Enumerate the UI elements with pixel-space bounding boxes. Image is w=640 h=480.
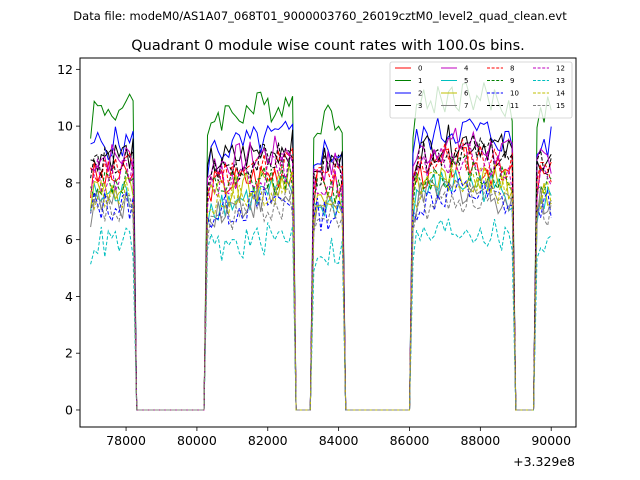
series-line-13 xyxy=(90,218,552,411)
x-tick-label: 88000 xyxy=(460,433,500,448)
y-tick-label: 0 xyxy=(65,402,73,417)
y-tick-label: 8 xyxy=(65,175,73,190)
legend-label: 0 xyxy=(418,65,422,73)
x-tick-label: 78000 xyxy=(106,433,146,448)
plot-lines xyxy=(90,82,552,411)
legend-label: 10 xyxy=(510,90,519,98)
legend-label: 13 xyxy=(556,77,565,85)
legend-label: 12 xyxy=(556,65,565,73)
legend-label: 15 xyxy=(556,102,565,110)
series-line-15 xyxy=(90,181,552,411)
legend-label: 3 xyxy=(418,102,422,110)
series-line-10 xyxy=(90,175,552,411)
legend-label: 2 xyxy=(418,90,422,98)
chart-suptitle: Data file: modeM0/AS1A07_068T01_90000037… xyxy=(73,9,567,23)
x-tick-label: 80000 xyxy=(177,433,217,448)
legend-label: 5 xyxy=(464,77,468,85)
legend-label: 4 xyxy=(464,65,469,73)
legend-frame xyxy=(389,61,573,119)
legend-label: 1 xyxy=(418,77,422,85)
x-tick-label: 84000 xyxy=(319,433,359,448)
series-line-14 xyxy=(90,164,552,411)
legend-label: 14 xyxy=(556,90,565,98)
legend-label: 8 xyxy=(510,65,514,73)
y-tick-label: 12 xyxy=(57,62,73,77)
y-axis: 0 2 4 6 8 10 12 xyxy=(57,62,80,417)
x-offset-label: +3.329e8 xyxy=(513,454,575,469)
legend-label: 11 xyxy=(510,102,519,110)
series-line-1 xyxy=(90,82,552,411)
y-tick-label: 4 xyxy=(65,289,73,304)
x-tick-label: 90000 xyxy=(531,433,571,448)
y-tick-label: 6 xyxy=(65,232,73,247)
chart-title: Quadrant 0 module wise count rates with … xyxy=(131,38,525,54)
legend-label: 6 xyxy=(464,90,469,98)
x-tick-label: 86000 xyxy=(390,433,430,448)
x-axis: 78000 80000 82000 84000 86000 88000 90000 xyxy=(106,427,571,448)
legend-label: 9 xyxy=(510,77,514,85)
series-line-7 xyxy=(90,178,552,411)
series-line-2 xyxy=(90,117,552,411)
legend-label: 7 xyxy=(464,102,468,110)
x-tick-label: 82000 xyxy=(248,433,288,448)
y-tick-label: 10 xyxy=(57,119,73,134)
y-tick-label: 2 xyxy=(65,346,73,361)
plot-frame xyxy=(79,57,577,428)
